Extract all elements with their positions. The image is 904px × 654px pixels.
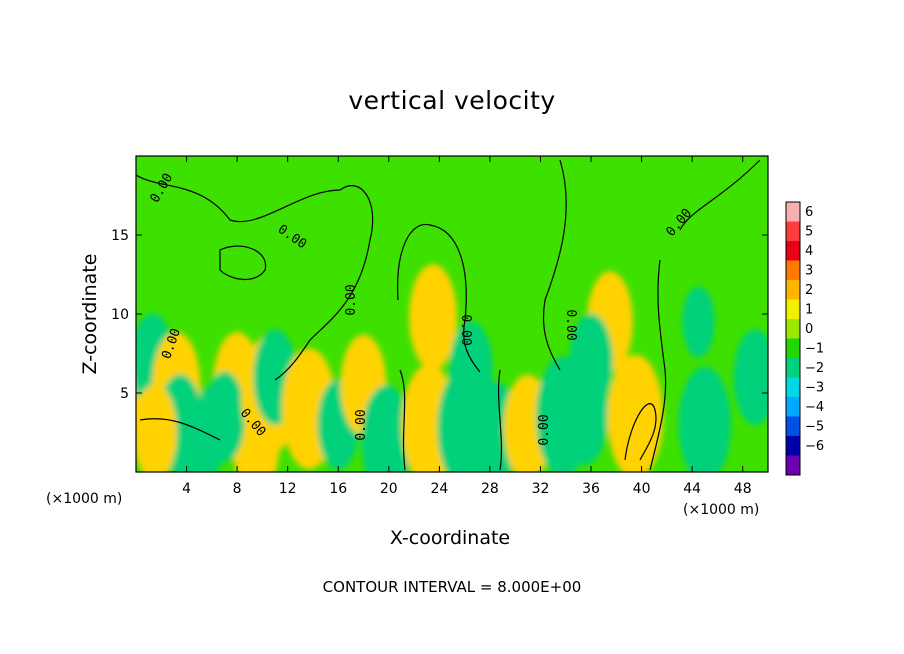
- colorbar-label: 3: [805, 263, 813, 278]
- colorbar-swatch: [786, 377, 800, 397]
- colorbar-label: 2: [805, 283, 813, 298]
- x-tick-label: 28: [481, 481, 499, 497]
- zero-contour: [219, 245, 267, 280]
- velocity-cell: [607, 354, 664, 472]
- chart-title: vertical velocity: [348, 86, 556, 115]
- velocity-cell: [682, 286, 715, 358]
- colorbar-label: 6: [805, 205, 813, 220]
- colorbar-label: −2: [805, 361, 824, 376]
- x-tick-label: 4: [182, 481, 191, 497]
- colorbar-label: 4: [805, 244, 813, 259]
- x-tick-label: 16: [329, 481, 347, 497]
- x-tick-label: 44: [683, 481, 701, 497]
- colorbar-swatch: [786, 280, 800, 300]
- y-tick-label: 5: [120, 386, 129, 402]
- colorbar-label: −6: [805, 439, 824, 454]
- colorbar-swatch: [786, 358, 800, 378]
- x-axis-label: X-coordinate: [389, 527, 511, 549]
- colorbar-label: −1: [805, 341, 824, 356]
- colorbar-label: −3: [805, 380, 824, 395]
- zero-contour: [624, 403, 657, 461]
- zero-contour: [542, 159, 567, 371]
- velocity-cell: [733, 329, 768, 426]
- colorbar-swatch: [786, 455, 800, 475]
- colorbar-swatch: [786, 436, 800, 456]
- x-tick-label: 20: [380, 481, 398, 497]
- velocity-cell: [569, 313, 613, 410]
- x-tick-label: 32: [532, 481, 550, 497]
- colorbar-swatch: [786, 202, 800, 222]
- zero-contour: [397, 223, 481, 373]
- colorbar-label: 0: [805, 322, 813, 337]
- zero-contour: [497, 369, 503, 471]
- x-tick-label: 24: [430, 481, 448, 497]
- colorbar-swatch: [786, 416, 800, 436]
- colorbar-label: −5: [805, 419, 824, 434]
- x-tick-label: 12: [279, 481, 297, 497]
- velocity-cell: [409, 264, 458, 371]
- velocity-cell: [136, 384, 177, 472]
- y-tick-label: 10: [111, 307, 129, 323]
- colorbar-swatch: [786, 319, 800, 339]
- zero-contour: [139, 418, 221, 441]
- x-tick-label: 48: [734, 481, 752, 497]
- contour-label: 0.00: [537, 414, 552, 445]
- zero-contour: [649, 259, 667, 471]
- colorbar-swatch: [786, 397, 800, 417]
- x-tick-label: 40: [633, 481, 651, 497]
- velocity-cell: [678, 366, 731, 472]
- x-unit-label-right: (×1000 m): [683, 502, 760, 518]
- colorbar-swatch: [786, 338, 800, 358]
- colorbar-label: 5: [805, 224, 813, 239]
- heatmap-field: 0.000.000.000.00 0.000.000.00 0.00 0.000.00: [136, 156, 768, 472]
- y-tick-label: 15: [111, 228, 129, 244]
- zero-contour: [399, 369, 406, 471]
- colorbar-swatch: [786, 241, 800, 261]
- velocity-cell: [361, 384, 412, 472]
- colorbar-swatch: [786, 221, 800, 241]
- contour-interval-note: CONTOUR INTERVAL = 8.000E+00: [322, 578, 582, 596]
- colorbar-swatch: [786, 260, 800, 280]
- y-axis-label: Z-coordinate: [79, 253, 101, 375]
- colorbar-label: −4: [805, 400, 824, 415]
- contour-label: 0.00: [344, 284, 359, 315]
- x-tick-label: 36: [582, 481, 600, 497]
- colorbar-swatch: [786, 299, 800, 319]
- colorbar-label: 1: [805, 302, 813, 317]
- colorbar-frame: [785, 201, 801, 476]
- zero-contour: [136, 174, 374, 381]
- contour-label: 0.00: [354, 409, 369, 440]
- contour-label: 0.00: [458, 314, 473, 345]
- x-unit-label-left: (×1000 m): [46, 491, 123, 507]
- velocity-cell: [203, 371, 246, 463]
- contour-label: 0.00: [563, 309, 578, 340]
- x-tick-label: 8: [233, 481, 242, 497]
- zero-contour: [679, 159, 761, 231]
